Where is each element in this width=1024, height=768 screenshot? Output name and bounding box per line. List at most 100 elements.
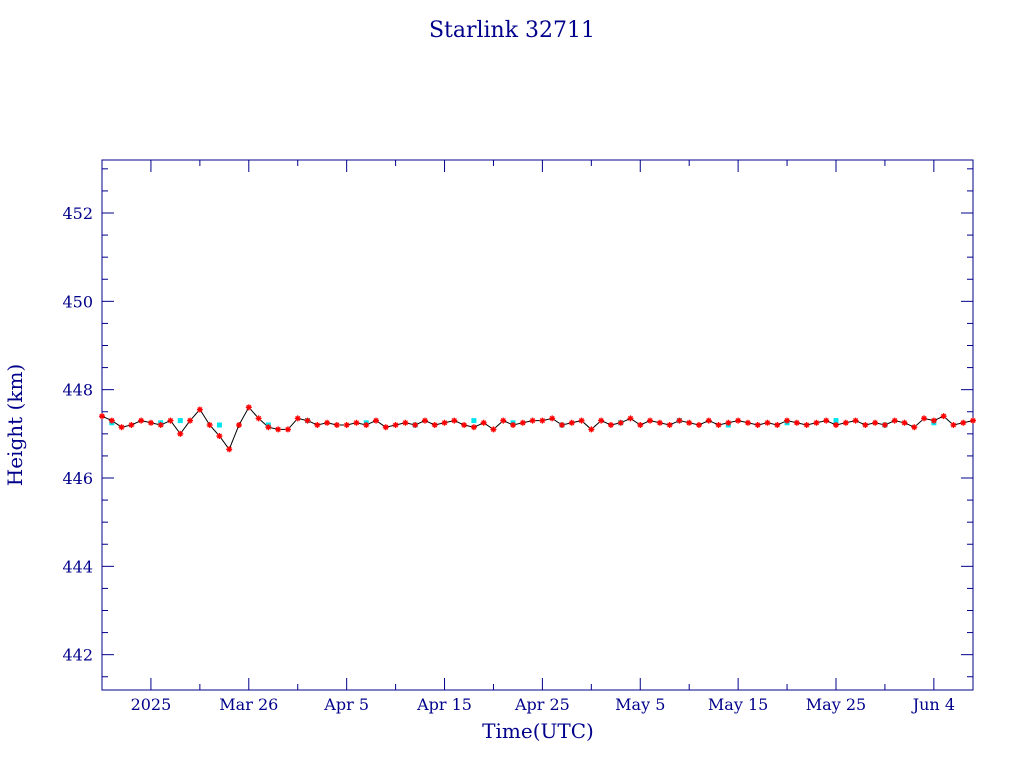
x-tick-label: May 15 xyxy=(708,695,768,714)
x-tick-label: Apr 25 xyxy=(514,695,570,714)
data-point-asterisk xyxy=(578,417,585,424)
data-point-asterisk xyxy=(607,422,614,428)
data-point-asterisk xyxy=(568,419,575,426)
data-point-asterisk xyxy=(187,417,194,424)
data-point-asterisk xyxy=(637,422,644,428)
data-point-asterisk xyxy=(842,419,849,426)
chart-title: Starlink 32711 xyxy=(429,18,595,43)
data-point-asterisk xyxy=(764,419,771,426)
data-point-asterisk xyxy=(862,422,869,428)
data-point-asterisk xyxy=(950,422,957,428)
data-point-asterisk xyxy=(451,417,458,424)
data-point-asterisk xyxy=(656,419,663,426)
data-point-asterisk xyxy=(470,424,477,431)
plot-area xyxy=(99,404,976,453)
data-point-asterisk xyxy=(236,422,243,428)
x-tick-label: 2025 xyxy=(131,695,172,714)
data-point-asterisk xyxy=(539,417,546,424)
data-point-asterisk xyxy=(441,419,448,426)
data-point-asterisk xyxy=(549,415,556,422)
x-axis: 2025 Mar 26 Apr 5 Apr 15 Apr 25 May 5 May 15 Ma… xyxy=(101,160,955,714)
data-point-square xyxy=(833,418,839,424)
y-tick-label: 450 xyxy=(62,292,93,311)
data-point-square xyxy=(177,418,183,424)
data-point-asterisk xyxy=(108,417,115,424)
data-point-asterisk xyxy=(245,404,252,411)
data-point-asterisk xyxy=(558,422,565,428)
data-point-asterisk xyxy=(118,424,125,431)
data-point-asterisk xyxy=(373,417,380,424)
data-point-asterisk xyxy=(431,422,438,428)
data-point-asterisk xyxy=(725,419,732,426)
data-point-asterisk xyxy=(216,433,223,440)
data-point-square xyxy=(471,418,477,424)
data-point-asterisk xyxy=(676,417,683,424)
data-point-asterisk xyxy=(500,417,507,424)
data-point-asterisk xyxy=(891,417,898,424)
data-point-asterisk xyxy=(960,419,967,426)
x-axis-title: Time(UTC) xyxy=(482,719,594,743)
data-point-asterisk xyxy=(402,419,409,426)
data-point-asterisk xyxy=(177,430,184,437)
data-point-asterisk xyxy=(686,419,693,426)
y-tick-label: 452 xyxy=(62,204,93,223)
data-point-asterisk xyxy=(392,422,399,428)
data-point-asterisk xyxy=(695,422,702,428)
x-tick-label: Apr 5 xyxy=(323,695,369,714)
y-tick-label: 444 xyxy=(62,557,93,576)
y-axis-title: Height (km) xyxy=(3,364,27,486)
data-point-asterisk xyxy=(588,426,595,433)
x-tick-label: May 5 xyxy=(615,695,665,714)
y-axis: 442 444 446 448 450 452 xyxy=(62,168,973,678)
data-point-asterisk xyxy=(715,422,722,428)
data-point-asterisk xyxy=(970,417,976,424)
data-point-asterisk xyxy=(627,415,634,422)
data-point-asterisk xyxy=(598,417,605,424)
data-point-asterisk xyxy=(852,417,859,424)
x-tick-label: Apr 15 xyxy=(416,695,472,714)
data-point-asterisk xyxy=(333,422,340,428)
data-point-asterisk xyxy=(744,419,751,426)
data-point-asterisk xyxy=(803,422,810,428)
data-point-asterisk xyxy=(921,415,928,422)
data-point-asterisk xyxy=(421,417,428,424)
data-point-asterisk xyxy=(412,422,419,428)
data-point-asterisk xyxy=(490,426,497,433)
data-point-asterisk xyxy=(275,426,282,433)
data-point-asterisk xyxy=(382,424,389,431)
data-point-asterisk xyxy=(255,415,262,422)
data-point-asterisk xyxy=(167,417,174,424)
data-point-asterisk xyxy=(519,419,526,426)
data-point-asterisk xyxy=(343,422,350,428)
x-tick-label: Jun 4 xyxy=(911,695,955,714)
data-point-square xyxy=(216,422,222,428)
data-point-asterisk xyxy=(881,422,888,428)
data-point-asterisk xyxy=(363,422,370,428)
data-point-asterisk xyxy=(99,413,105,420)
data-point-asterisk xyxy=(735,417,742,424)
data-point-asterisk xyxy=(793,419,800,426)
data-point-asterisk xyxy=(774,422,781,428)
data-point-asterisk xyxy=(147,419,154,426)
data-point-asterisk xyxy=(206,422,213,428)
data-point-asterisk xyxy=(294,415,301,422)
data-point-asterisk xyxy=(617,419,624,426)
data-point-asterisk xyxy=(813,419,820,426)
data-point-asterisk xyxy=(930,417,937,424)
data-point-asterisk xyxy=(823,417,830,424)
y-tick-label: 448 xyxy=(62,381,93,400)
data-point-asterisk xyxy=(324,419,331,426)
x-tick-label: May 25 xyxy=(806,695,866,714)
data-point-asterisk xyxy=(529,417,536,424)
data-point-asterisk xyxy=(226,446,233,453)
x-tick-label: Mar 26 xyxy=(219,695,278,714)
data-point-asterisk xyxy=(647,417,654,424)
series-line xyxy=(101,406,974,451)
data-point-asterisk xyxy=(314,422,321,428)
data-point-asterisk xyxy=(666,422,673,428)
plot-frame xyxy=(101,159,974,691)
data-point-asterisk xyxy=(510,422,517,428)
y-tick-label: 442 xyxy=(62,646,93,665)
data-point-asterisk xyxy=(705,417,712,424)
